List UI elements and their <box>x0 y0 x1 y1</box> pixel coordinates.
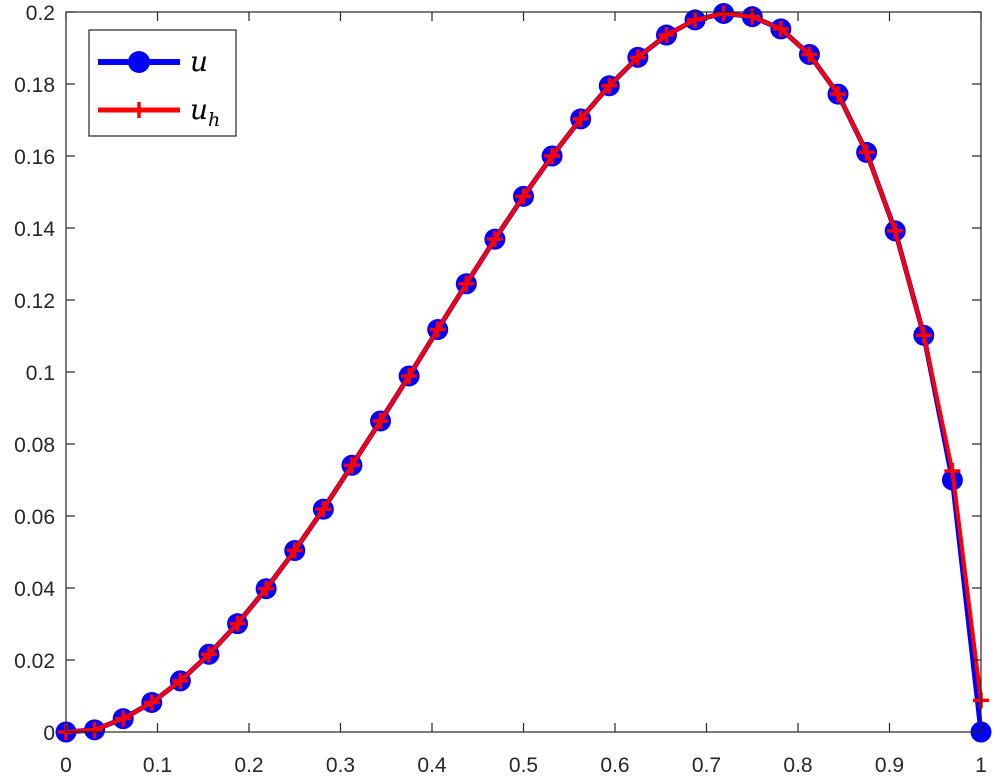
y-tick-label: 0.1 <box>26 362 55 385</box>
x-tick-label: 0 <box>60 754 72 777</box>
data-point <box>629 49 646 66</box>
legend-label-u: u <box>190 45 208 78</box>
x-tick-label: 0.9 <box>875 754 904 777</box>
data-point <box>172 672 189 689</box>
y-tick-label: 0.18 <box>14 74 55 97</box>
legend: u uh <box>88 29 237 137</box>
data-point <box>86 721 103 738</box>
data-point <box>401 367 418 384</box>
data-point <box>744 8 761 25</box>
data-point <box>515 188 532 205</box>
data-point <box>458 275 475 292</box>
x-tick-label: 0.2 <box>234 754 263 777</box>
ticks-layer: 0 0.1 0.2 0.3 0.4 0.5 0.6 0.7 0.8 0.9 1 0 0.02 0.04 0.… <box>14 2 987 777</box>
x-tick-label: 0.3 <box>326 754 355 777</box>
y-tick-label: 0.14 <box>14 218 55 241</box>
legend-box <box>88 29 237 137</box>
legend-label-uh-main: u <box>190 93 208 126</box>
data-point <box>143 694 160 711</box>
y-tick-label: 0.06 <box>14 506 55 529</box>
data-point <box>486 231 503 248</box>
y-tick-label: 0.02 <box>14 650 55 673</box>
data-point <box>944 463 961 479</box>
x-tick-label: 1 <box>975 754 987 777</box>
x-tick-label: 0.8 <box>783 754 812 777</box>
legend-item-uh: uh <box>98 93 220 131</box>
data-point <box>830 86 847 103</box>
data-point <box>286 542 303 559</box>
data-point <box>343 457 360 474</box>
data-point <box>229 615 246 632</box>
y-tick-label: 0.16 <box>14 146 55 169</box>
x-tick-label: 0.1 <box>143 754 172 777</box>
y-tick-label: 0 <box>43 722 55 745</box>
data-point <box>200 646 217 663</box>
data-point <box>801 46 818 63</box>
data-point <box>858 144 875 161</box>
data-point <box>772 20 789 37</box>
series-layer <box>55 2 992 743</box>
legend-item-u: u <box>98 45 208 78</box>
data-point <box>429 321 446 338</box>
data-point <box>887 222 904 239</box>
y-tick-label: 0.04 <box>14 578 55 601</box>
data-point <box>572 110 589 127</box>
x-tick-label: 0.4 <box>417 754 447 777</box>
y-tick-label: 0.08 <box>14 434 55 457</box>
data-point <box>372 412 389 429</box>
data-point <box>315 501 332 518</box>
data-point <box>601 77 618 94</box>
legend-marker-u <box>128 51 150 73</box>
x-tick-label: 0.5 <box>509 754 538 777</box>
x-tick-label: 0.7 <box>692 754 721 777</box>
data-point <box>258 580 275 597</box>
y-tick-label: 0.12 <box>14 290 55 313</box>
data-point <box>687 11 704 28</box>
series-uh <box>58 5 989 740</box>
legend-label-uh: uh <box>190 93 220 131</box>
data-point <box>544 148 561 164</box>
data-point <box>915 327 932 344</box>
data-point <box>658 27 675 44</box>
y-tick-label: 0.2 <box>26 2 55 25</box>
legend-marker-uh <box>131 102 147 118</box>
data-point <box>115 710 132 727</box>
x-tick-label: 0.6 <box>600 754 629 777</box>
data-point <box>715 5 732 22</box>
legend-label-uh-sub: h <box>208 109 220 131</box>
